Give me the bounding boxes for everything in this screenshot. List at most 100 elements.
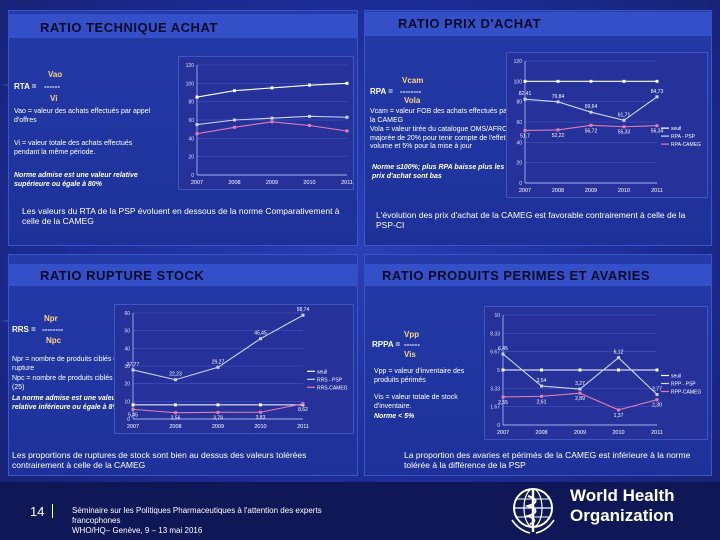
panel-rpa-title: RATIO PRIX D'ACHAT <box>398 16 542 31</box>
x-tick-label: 2009 <box>212 424 224 430</box>
x-tick-label: 2011 <box>297 424 309 430</box>
data-label: 2,30 <box>652 403 662 409</box>
data-point <box>556 79 560 83</box>
data-point <box>501 352 505 356</box>
page-number: 14 <box>30 504 45 519</box>
data-label: 82,41 <box>519 91 532 97</box>
chart-rta-svg: 0 20 40 60 80 100 120 2007 2008 2009 2010 2011 <box>186 63 353 186</box>
x-tick-label: 2011 <box>651 430 663 436</box>
data-label: 56,72 <box>585 128 598 134</box>
x-tick-label: 2008 <box>552 188 564 194</box>
x-tick-label: 2011 <box>341 180 353 186</box>
data-point <box>301 313 305 317</box>
footer-line-3: WHO/HQ– Genève, 9 – 13 mai 2016 <box>72 526 203 535</box>
x-tick-label: 2007 <box>191 180 203 186</box>
y-tick-label: 30 <box>124 364 130 370</box>
footer-line-2: francophones <box>72 516 121 525</box>
data-point <box>216 410 220 414</box>
data-point <box>345 115 349 119</box>
data-label: 61,71 <box>618 112 631 118</box>
x-tick-label: 2007 <box>127 424 139 430</box>
data-point <box>622 79 626 83</box>
y-tick-label: 60 <box>188 118 194 124</box>
data-point <box>233 118 236 122</box>
data-label: 2,77 <box>652 387 662 393</box>
data-point <box>617 356 620 360</box>
y-tick-label: 100 <box>186 81 195 87</box>
rta-conclusion: Les valeurs du RTA de la PSP évoluent en… <box>22 206 340 226</box>
rrs-norm: La norme admise est une valeur relative … <box>12 395 121 411</box>
y-tick-label: 120 <box>186 63 195 69</box>
data-label: 2,89 <box>575 396 585 402</box>
data-label: 6,12 <box>614 350 624 356</box>
x-tick-label: 2010 <box>303 180 315 186</box>
rppa-dash: ------ <box>404 340 420 349</box>
data-label: 5,45 <box>128 412 138 418</box>
rppa-desc-vis: Vis = valeur totale de stock d'inventair… <box>374 394 458 410</box>
y-tick-label: 20 <box>124 382 130 388</box>
data-label: 3,56 <box>171 416 181 422</box>
y-tick-label: 50 <box>124 329 130 335</box>
data-point <box>259 403 262 407</box>
y-tick-label: 8.33 <box>490 331 500 337</box>
data-label: 2,55 <box>498 400 508 406</box>
data-label: 1,37 <box>614 413 624 419</box>
rta-desc-vi: Vi = valeur totale des achats effectués … <box>14 140 133 156</box>
y-tick-label: 3.33 <box>490 386 500 392</box>
y-tick-label: 0 <box>497 423 500 429</box>
data-label: 56,34 <box>651 129 664 135</box>
series-line <box>132 314 304 381</box>
data-point <box>655 124 659 128</box>
legend-label: RPP - PSP <box>671 382 696 388</box>
y-tick-label: 40 <box>516 140 522 146</box>
rpa-conclusion: L'évolution des prix d'achat de la CAMEG… <box>376 210 686 230</box>
data-point <box>131 407 135 411</box>
rrs-conclusion: Les proportions de ruptures de stock son… <box>12 450 307 470</box>
y-tick-label: 20 <box>516 161 522 167</box>
x-tick-label: 2007 <box>497 430 509 436</box>
data-point <box>523 97 527 101</box>
rpa-desc-vcam: Vcam = valeur FOB des achats effectués p… <box>370 108 510 124</box>
who-name-line-2: Organization <box>570 506 674 525</box>
chart-rpa-svg: 0 20 40 60 80 100 120 2007 2008 2009 2010 2011 82,41… <box>514 59 701 194</box>
data-point <box>501 395 505 399</box>
y-tick-label: 6.67 <box>490 350 500 356</box>
data-point <box>345 81 349 85</box>
data-point <box>523 128 527 132</box>
data-point <box>655 368 659 372</box>
y-tick-label: 60 <box>516 120 522 126</box>
data-label: 3,83 <box>256 415 266 421</box>
rta-norm: Norme admise est une valeur relative sup… <box>14 172 138 188</box>
data-label: 55,33 <box>618 130 631 136</box>
y-tick-label: 5 <box>497 368 500 374</box>
rta-desc-vao: Vao = valeur des achats effectués par ap… <box>14 108 151 124</box>
chart-rpa: 0 20 40 60 80 100 120 2007 2008 2009 2010 2011 82,41… <box>506 52 708 198</box>
panel-rta-title: RATIO TECHNIQUE ACHAT <box>40 20 218 35</box>
rrs-numerator: Npr <box>44 314 58 323</box>
data-point <box>540 394 543 398</box>
data-point <box>622 125 626 129</box>
x-tick-label: 2009 <box>585 188 597 194</box>
data-point <box>556 128 560 132</box>
series-line <box>196 121 348 135</box>
data-label: 29,27 <box>212 359 225 365</box>
x-tick-label: 2008 <box>169 424 181 430</box>
panel-rppa-title-bar <box>364 264 712 286</box>
legend-label: RRS - PSP <box>317 377 343 383</box>
rpa-norm: Norme ≤100%; plus RPA baisse plus les pr… <box>372 164 505 180</box>
y-tick-label: 0 <box>519 181 522 187</box>
panel-rrs-title-bar <box>8 264 358 286</box>
rpa-desc-vola: Vola = valeur tirée du catalogue OMS/AFR… <box>370 126 508 150</box>
rpa-dash: -------- <box>400 87 422 96</box>
y-tick-label: 40 <box>188 136 194 142</box>
data-label: 69,64 <box>585 104 598 110</box>
data-point <box>233 125 236 129</box>
data-label: 51,7 <box>520 133 530 139</box>
y-tick-label: 1.67 <box>490 405 500 411</box>
data-label: 27,77 <box>127 362 140 368</box>
rta-dash: ------ <box>44 82 60 91</box>
panel-rrs-title: RATIO RUPTURE STOCK <box>40 268 205 283</box>
rrs-formula-left: RRS = <box>12 325 36 334</box>
data-point <box>233 89 236 93</box>
data-point <box>655 393 659 397</box>
